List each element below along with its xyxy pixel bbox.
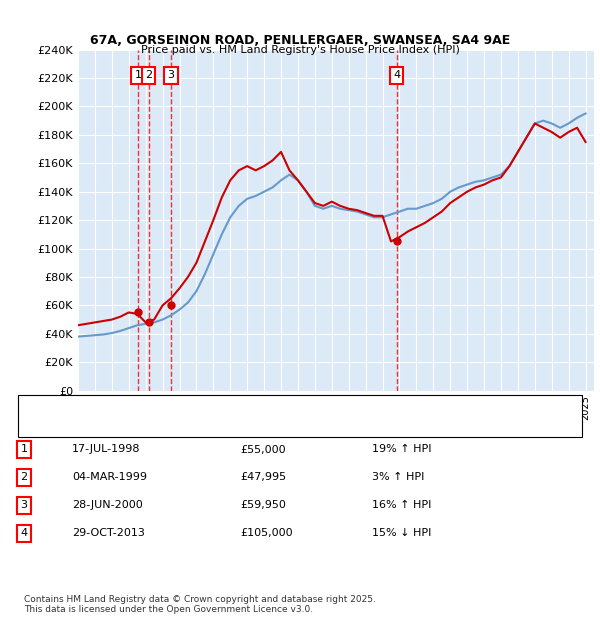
Text: Contains HM Land Registry data © Crown copyright and database right 2025.: Contains HM Land Registry data © Crown c… [24,595,376,604]
Text: This data is licensed under the Open Government Licence v3.0.: This data is licensed under the Open Gov… [24,604,313,614]
Text: 4: 4 [20,528,28,538]
Text: £47,995: £47,995 [240,472,286,482]
Text: HPI: Average price, semi-detached house, Swansea: HPI: Average price, semi-detached house,… [60,424,328,434]
Text: £59,950: £59,950 [240,500,286,510]
Text: 4: 4 [393,70,400,80]
Text: £105,000: £105,000 [240,528,293,538]
Text: 04-MAR-1999: 04-MAR-1999 [72,472,147,482]
Text: 67A, GORSEINON ROAD, PENLLERGAER, SWANSEA, SA4 9AE: 67A, GORSEINON ROAD, PENLLERGAER, SWANSE… [90,34,510,47]
Text: 28-JUN-2000: 28-JUN-2000 [72,500,143,510]
Text: Price paid vs. HM Land Registry's House Price Index (HPI): Price paid vs. HM Land Registry's House … [140,45,460,55]
Text: ——: —— [36,412,61,425]
Text: 3: 3 [167,70,175,80]
Text: 17-JUL-1998: 17-JUL-1998 [72,445,140,454]
Text: 29-OCT-2013: 29-OCT-2013 [72,528,145,538]
Text: ——: —— [36,423,61,435]
Text: 1: 1 [134,70,142,80]
Text: 15% ↓ HPI: 15% ↓ HPI [372,528,431,538]
Text: 67A, GORSEINON ROAD, PENLLERGAER, SWANSEA, SA4 9AE (semi-detached house): 67A, GORSEINON ROAD, PENLLERGAER, SWANSE… [60,414,497,423]
Text: £55,000: £55,000 [240,445,286,454]
Text: 16% ↑ HPI: 16% ↑ HPI [372,500,431,510]
Text: 3% ↑ HPI: 3% ↑ HPI [372,472,424,482]
Text: 1: 1 [20,445,28,454]
Text: 3: 3 [20,500,28,510]
Text: 19% ↑ HPI: 19% ↑ HPI [372,445,431,454]
Text: 2: 2 [20,472,28,482]
Text: 2: 2 [145,70,152,80]
